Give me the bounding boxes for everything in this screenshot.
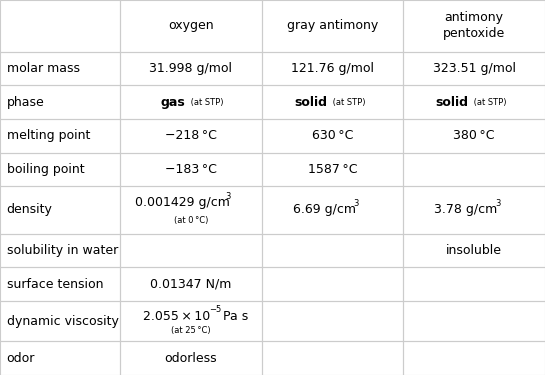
Bar: [403, 119, 545, 153]
Text: dynamic viscosity: dynamic viscosity: [7, 315, 118, 328]
Text: 3: 3: [495, 199, 501, 208]
Bar: [120, 0, 262, 52]
Text: (at 25 °C): (at 25 °C): [171, 326, 210, 334]
Text: gas: gas: [161, 96, 185, 109]
Text: 0.001429 g/cm: 0.001429 g/cm: [135, 196, 230, 209]
Text: 31.998 g/mol: 31.998 g/mol: [149, 62, 232, 75]
Text: odor: odor: [7, 352, 35, 364]
Bar: [403, 186, 545, 234]
Bar: [120, 267, 262, 301]
Bar: [120, 119, 262, 153]
Text: surface tension: surface tension: [7, 278, 103, 291]
Text: 3.78 g/cm: 3.78 g/cm: [434, 204, 498, 216]
Text: 323.51 g/mol: 323.51 g/mol: [433, 62, 516, 75]
Bar: [403, 234, 545, 267]
Text: 1587 °C: 1587 °C: [308, 163, 357, 176]
Text: −183 °C: −183 °C: [165, 163, 217, 176]
Bar: [262, 341, 403, 375]
Text: antimony
pentoxide: antimony pentoxide: [443, 11, 505, 40]
Bar: [403, 52, 545, 86]
Bar: [262, 186, 403, 234]
Bar: [262, 267, 403, 301]
Text: (at 0 °C): (at 0 °C): [173, 216, 208, 225]
Bar: [0, 267, 120, 301]
Bar: [0, 0, 120, 52]
Text: gray antimony: gray antimony: [287, 20, 378, 32]
Bar: [120, 234, 262, 267]
Text: 121.76 g/mol: 121.76 g/mol: [291, 62, 374, 75]
Bar: [262, 234, 403, 267]
Text: 3: 3: [225, 192, 231, 201]
Bar: [403, 341, 545, 375]
Bar: [262, 119, 403, 153]
Bar: [0, 52, 120, 86]
Text: molar mass: molar mass: [7, 62, 80, 75]
Bar: [120, 86, 262, 119]
Text: −5: −5: [209, 305, 221, 314]
Text: −218 °C: −218 °C: [165, 129, 217, 142]
Bar: [120, 52, 262, 86]
Bar: [120, 186, 262, 234]
Text: odorless: odorless: [165, 352, 217, 364]
Bar: [0, 186, 120, 234]
Bar: [262, 0, 403, 52]
Bar: [403, 86, 545, 119]
Text: 6.69 g/cm: 6.69 g/cm: [293, 204, 356, 216]
Text: density: density: [7, 204, 52, 216]
Bar: [403, 267, 545, 301]
Bar: [0, 301, 120, 341]
Text: insoluble: insoluble: [446, 244, 502, 257]
Bar: [262, 301, 403, 341]
Bar: [120, 341, 262, 375]
Bar: [262, 86, 403, 119]
Text: 2.055 × 10: 2.055 × 10: [143, 310, 211, 323]
Bar: [120, 153, 262, 186]
Bar: [0, 119, 120, 153]
Bar: [403, 153, 545, 186]
Bar: [262, 52, 403, 86]
Text: oxygen: oxygen: [168, 20, 214, 32]
Text: solid: solid: [294, 96, 327, 109]
Bar: [403, 301, 545, 341]
Bar: [0, 341, 120, 375]
Bar: [403, 0, 545, 52]
Text: (at STP): (at STP): [330, 98, 365, 106]
Text: solid: solid: [435, 96, 469, 109]
Text: (at STP): (at STP): [188, 98, 223, 106]
Bar: [262, 153, 403, 186]
Text: solubility in water: solubility in water: [7, 244, 118, 257]
Text: (at STP): (at STP): [471, 98, 507, 106]
Text: Pa s: Pa s: [219, 310, 248, 323]
Text: 0.01347 N/m: 0.01347 N/m: [150, 278, 232, 291]
Text: boiling point: boiling point: [7, 163, 84, 176]
Text: 630 °C: 630 °C: [312, 129, 353, 142]
Bar: [0, 234, 120, 267]
Bar: [120, 301, 262, 341]
Bar: [0, 86, 120, 119]
Text: 380 °C: 380 °C: [453, 129, 495, 142]
Text: 3: 3: [354, 199, 359, 208]
Text: phase: phase: [7, 96, 44, 109]
Text: melting point: melting point: [7, 129, 90, 142]
Bar: [0, 153, 120, 186]
